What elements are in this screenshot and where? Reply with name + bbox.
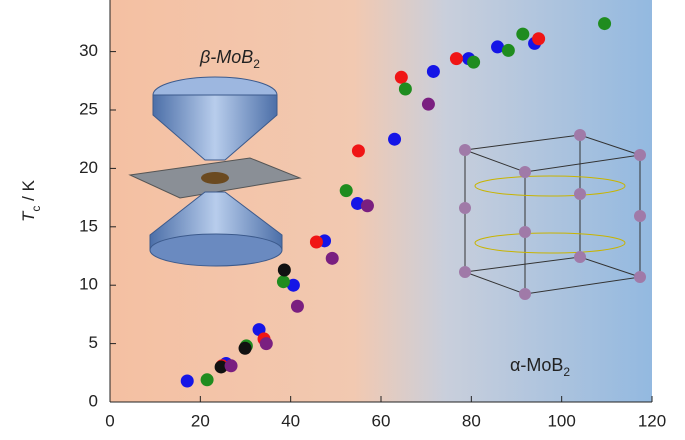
point	[398, 82, 412, 96]
point	[259, 337, 273, 351]
x-tick-label: 120	[638, 411, 666, 430]
annotation: β-MoB2	[199, 47, 260, 71]
annotation-sub: 2	[563, 365, 570, 379]
y-tick-label: 30	[79, 41, 98, 60]
y-tick-label: 10	[79, 275, 98, 294]
point	[339, 184, 353, 198]
x-tick-label: 80	[462, 411, 481, 430]
point	[501, 43, 515, 57]
annotation-sub: 2	[253, 57, 260, 71]
y-tick-label: 5	[89, 333, 98, 352]
plot-background	[110, 0, 652, 402]
point	[449, 52, 463, 66]
point	[426, 64, 440, 78]
y-tick-label: 0	[89, 391, 98, 410]
x-tick-label: 100	[547, 411, 575, 430]
point	[224, 359, 238, 373]
y-label-sub: c	[29, 206, 43, 212]
point	[277, 263, 291, 277]
x-tick-label: 40	[281, 411, 300, 430]
point	[532, 32, 546, 46]
y-label-rest: / K	[19, 179, 38, 205]
point	[325, 251, 339, 265]
x-tick-label: 0	[105, 411, 114, 430]
point	[180, 374, 194, 388]
y-tick-label: 15	[79, 216, 98, 235]
y-tick-label: 25	[79, 99, 98, 118]
x-tick-label: 60	[372, 411, 391, 430]
annotation-text: α-MoB	[510, 355, 563, 375]
annotation: α-MoB2	[510, 355, 570, 379]
point	[516, 27, 530, 41]
anvil-illustration	[128, 76, 302, 267]
point	[214, 360, 228, 374]
point	[388, 132, 402, 146]
y-tick-label: 35	[79, 0, 98, 2]
point	[491, 40, 505, 54]
point	[276, 275, 290, 289]
y-label-main: T	[19, 210, 38, 222]
point	[238, 341, 252, 355]
y-axis-label: Tc / K	[19, 179, 43, 222]
annotation-text: β-MoB	[199, 47, 253, 67]
point	[309, 235, 323, 249]
point	[360, 199, 374, 213]
x-tick-label: 20	[191, 411, 210, 430]
point	[421, 97, 435, 111]
point	[394, 70, 408, 84]
point	[351, 144, 365, 158]
point	[467, 55, 481, 69]
point	[598, 17, 612, 31]
y-tick-label: 20	[79, 158, 98, 177]
crystal-illustration	[459, 129, 646, 300]
point	[351, 196, 365, 210]
point	[290, 299, 304, 313]
point	[286, 278, 300, 292]
point	[200, 373, 214, 387]
